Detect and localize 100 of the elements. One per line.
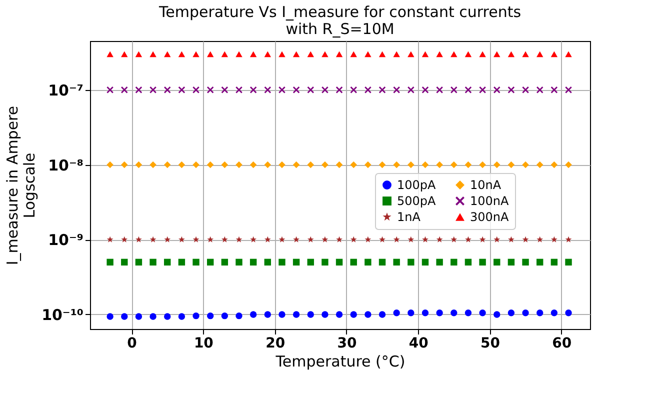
point bbox=[364, 311, 372, 318]
point bbox=[565, 51, 572, 58]
point bbox=[206, 51, 214, 58]
point bbox=[292, 86, 300, 94]
point bbox=[536, 310, 544, 316]
point bbox=[322, 161, 328, 168]
point bbox=[264, 236, 271, 242]
point bbox=[436, 258, 443, 266]
point bbox=[336, 311, 343, 318]
point bbox=[450, 236, 458, 242]
y-tick-label: 10⁻⁹ bbox=[48, 231, 84, 250]
point bbox=[292, 161, 300, 168]
point bbox=[422, 236, 428, 242]
point bbox=[236, 312, 242, 320]
y-tick-label: 10⁻⁷ bbox=[48, 81, 84, 100]
point bbox=[106, 236, 114, 242]
point bbox=[408, 51, 414, 58]
point bbox=[378, 311, 386, 318]
point bbox=[121, 86, 128, 94]
point bbox=[236, 51, 242, 58]
point bbox=[565, 161, 572, 168]
point bbox=[322, 258, 328, 266]
point bbox=[236, 236, 242, 242]
text: Temperature Vs I_measure for constant currents bbox=[158, 3, 522, 21]
point bbox=[135, 258, 142, 266]
point bbox=[364, 86, 372, 94]
point bbox=[393, 236, 400, 242]
x-tick-label: 10 bbox=[194, 336, 214, 352]
point bbox=[150, 313, 156, 320]
point bbox=[192, 161, 200, 168]
legend-label: 100nA bbox=[470, 194, 510, 208]
point bbox=[550, 258, 558, 266]
point bbox=[250, 161, 257, 168]
point bbox=[264, 258, 272, 266]
point bbox=[364, 51, 372, 58]
point bbox=[164, 51, 171, 58]
point bbox=[136, 236, 142, 242]
point bbox=[464, 86, 472, 94]
point bbox=[508, 258, 515, 266]
point bbox=[479, 258, 486, 266]
point bbox=[307, 258, 314, 266]
point bbox=[450, 161, 458, 168]
point bbox=[393, 161, 400, 168]
point bbox=[206, 161, 214, 168]
text: with R_S=10M bbox=[286, 20, 394, 38]
point bbox=[378, 258, 386, 266]
point bbox=[494, 51, 500, 58]
point bbox=[221, 161, 228, 168]
point bbox=[135, 86, 142, 94]
point bbox=[436, 51, 443, 58]
point bbox=[494, 86, 500, 94]
point bbox=[150, 161, 156, 168]
point bbox=[522, 51, 529, 58]
point bbox=[464, 51, 472, 58]
point bbox=[450, 86, 458, 94]
point bbox=[164, 86, 171, 94]
point bbox=[206, 258, 214, 266]
point bbox=[250, 51, 257, 58]
point bbox=[236, 161, 242, 168]
point bbox=[178, 161, 186, 168]
point bbox=[494, 311, 500, 318]
point bbox=[206, 312, 214, 320]
point bbox=[350, 311, 357, 318]
point bbox=[135, 313, 142, 320]
legend-label: 500pA bbox=[397, 194, 437, 208]
point bbox=[236, 258, 242, 266]
point bbox=[336, 86, 343, 94]
point bbox=[192, 258, 200, 266]
point bbox=[250, 311, 257, 318]
point bbox=[522, 161, 529, 168]
point bbox=[250, 258, 257, 266]
point bbox=[436, 161, 443, 168]
legend-label: 100pA bbox=[397, 178, 437, 192]
point bbox=[150, 236, 156, 242]
point bbox=[292, 258, 300, 266]
point bbox=[464, 258, 472, 266]
point bbox=[192, 86, 200, 94]
point bbox=[364, 161, 372, 168]
point bbox=[408, 258, 414, 266]
point bbox=[164, 161, 171, 168]
point bbox=[250, 236, 257, 242]
point bbox=[508, 310, 515, 316]
point bbox=[106, 51, 114, 58]
y-tick-label: 10⁻⁸ bbox=[48, 156, 84, 174]
point bbox=[350, 258, 357, 266]
point bbox=[293, 236, 300, 242]
point bbox=[408, 310, 414, 316]
point bbox=[164, 258, 171, 266]
point bbox=[422, 310, 429, 316]
point bbox=[106, 161, 114, 168]
point bbox=[178, 236, 185, 242]
point bbox=[436, 310, 443, 316]
point bbox=[550, 161, 558, 168]
point bbox=[364, 258, 372, 266]
point bbox=[550, 86, 558, 94]
point bbox=[106, 258, 114, 266]
point bbox=[508, 51, 515, 58]
point bbox=[364, 236, 372, 242]
point bbox=[150, 258, 156, 266]
point bbox=[450, 258, 458, 266]
